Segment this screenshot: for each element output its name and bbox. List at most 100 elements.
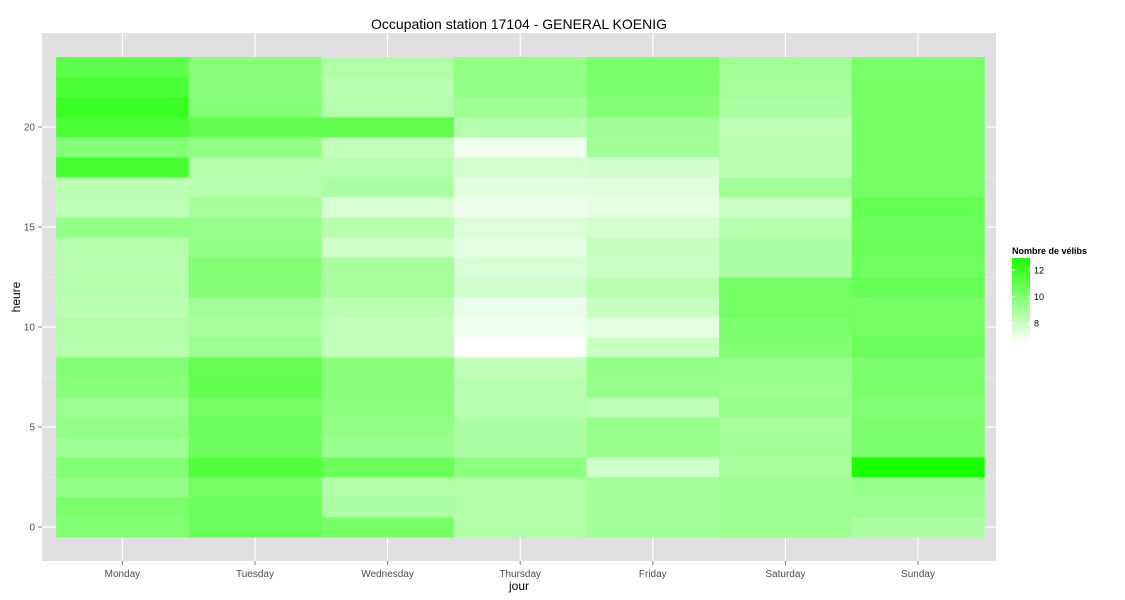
heatmap-tile-tuesday-12 (188, 277, 322, 298)
heatmap-tile-friday-21 (586, 97, 720, 118)
heatmap-tile-thursday-19 (453, 137, 587, 158)
heatmap-tile-thursday-6 (453, 397, 587, 418)
heatmap-tile-monday-7 (56, 377, 190, 398)
heatmap-tile-wednesday-4 (321, 437, 455, 458)
heatmap-tile-tuesday-17 (188, 177, 322, 198)
heatmap-tile-tuesday-10 (188, 317, 322, 338)
heatmap-tile-wednesday-21 (321, 97, 455, 118)
heatmap-tile-thursday-14 (453, 237, 587, 258)
heatmap-tile-tuesday-11 (188, 297, 322, 318)
heatmap-tile-friday-12 (586, 277, 720, 298)
heatmap-tile-tuesday-3 (188, 457, 322, 478)
heatmap-tile-saturday-18 (719, 157, 853, 178)
y-tick-label: 5 (29, 423, 35, 434)
heatmap-tile-tuesday-16 (188, 197, 322, 218)
heatmap-tile-tuesday-6 (188, 397, 322, 418)
heatmap-tile-friday-16 (586, 197, 720, 218)
heatmap-tile-friday-6 (586, 397, 720, 418)
x-tick-label: Tuesday (236, 569, 274, 580)
heatmap-tile-saturday-22 (719, 77, 853, 98)
heatmap-tile-wednesday-2 (321, 477, 455, 498)
heatmap-tile-wednesday-6 (321, 397, 455, 418)
heatmap-tile-sunday-6 (851, 397, 985, 418)
heatmap-tile-tuesday-14 (188, 237, 322, 258)
heatmap-tile-thursday-18 (453, 157, 587, 178)
x-axis-label: jour (508, 579, 529, 593)
heatmap-tile-monday-10 (56, 317, 190, 338)
heatmap-tile-sunday-1 (851, 497, 985, 518)
heatmap-tile-monday-9 (56, 337, 190, 358)
heatmap-tile-friday-7 (586, 377, 720, 398)
heatmap-tile-monday-12 (56, 277, 190, 298)
heatmap-tile-saturday-15 (719, 217, 853, 238)
heatmap-tile-thursday-22 (453, 77, 587, 98)
heatmap-tile-tuesday-0 (188, 517, 322, 538)
x-tick-label: Sunday (901, 569, 935, 580)
heatmap-tile-thursday-13 (453, 257, 587, 278)
heatmap-tile-sunday-7 (851, 377, 985, 398)
heatmap-tile-sunday-16 (851, 197, 985, 218)
legend: Nombre de vélibs 8 10 12 (1012, 246, 1087, 343)
heatmap-tile-sunday-15 (851, 217, 985, 238)
chart-title: Occupation station 17104 - GENERAL KOENI… (371, 16, 667, 32)
heatmap-tile-sunday-23 (851, 57, 985, 78)
heatmap-tile-saturday-2 (719, 477, 853, 498)
heatmap-tile-sunday-2 (851, 477, 985, 498)
heatmap-tile-tuesday-8 (188, 357, 322, 378)
heatmap-tile-monday-23 (56, 57, 190, 78)
y-tick-label: 20 (24, 123, 36, 134)
heatmap-tile-saturday-19 (719, 137, 853, 158)
heatmap-tile-tuesday-22 (188, 77, 322, 98)
heatmap-tile-saturday-11 (719, 297, 853, 318)
heatmap-tile-wednesday-14 (321, 237, 455, 258)
heatmap-tile-thursday-3 (453, 457, 587, 478)
heatmap-tile-saturday-16 (719, 197, 853, 218)
heatmap-tile-tuesday-21 (188, 97, 322, 118)
legend-colorbar (1012, 258, 1030, 343)
heatmap-tile-friday-4 (586, 437, 720, 458)
y-axis: 0 5 10 15 20 (24, 123, 42, 534)
heatmap-tile-friday-0 (586, 517, 720, 538)
heatmap-tile-wednesday-9 (321, 337, 455, 358)
heatmap-tile-friday-11 (586, 297, 720, 318)
heatmap-tile-thursday-5 (453, 417, 587, 438)
heatmap-tile-thursday-23 (453, 57, 587, 78)
heatmap-tile-saturday-0 (719, 517, 853, 538)
heatmap-tile-wednesday-20 (321, 117, 455, 138)
heatmap-tile-saturday-5 (719, 417, 853, 438)
heatmap-tile-friday-20 (586, 117, 720, 138)
heatmap-tile-wednesday-15 (321, 217, 455, 238)
heatmap-tile-friday-3 (586, 457, 720, 478)
heatmap-tile-tuesday-23 (188, 57, 322, 78)
heatmap-tile-wednesday-22 (321, 77, 455, 98)
heatmap-tile-tuesday-15 (188, 217, 322, 238)
heatmap-tile-saturday-23 (719, 57, 853, 78)
heatmap-tile-wednesday-19 (321, 137, 455, 158)
heatmap-tile-sunday-19 (851, 137, 985, 158)
heatmap-tile-tuesday-20 (188, 117, 322, 138)
heatmap-tile-sunday-17 (851, 177, 985, 198)
heatmap-tile-thursday-1 (453, 497, 587, 518)
heatmap-tile-tuesday-1 (188, 497, 322, 518)
heatmap-tile-wednesday-11 (321, 297, 455, 318)
y-axis-label: heure (9, 281, 23, 312)
legend-tick-label: 10 (1034, 292, 1044, 302)
heatmap-tile-monday-16 (56, 197, 190, 218)
heatmap-tile-friday-17 (586, 177, 720, 198)
heatmap-tile-wednesday-18 (321, 157, 455, 178)
heatmap-tile-sunday-21 (851, 97, 985, 118)
heatmap-tile-monday-6 (56, 397, 190, 418)
heatmap-tile-friday-15 (586, 217, 720, 238)
heatmap-tile-tuesday-9 (188, 337, 322, 358)
x-tick-label: Thursday (499, 569, 541, 580)
heatmap-tile-thursday-11 (453, 297, 587, 318)
heatmap-tile-tuesday-13 (188, 257, 322, 278)
heatmap-tile-thursday-4 (453, 437, 587, 458)
heatmap-tile-thursday-2 (453, 477, 587, 498)
heatmap-tile-sunday-11 (851, 297, 985, 318)
heatmap-tile-saturday-14 (719, 237, 853, 258)
heatmap-tile-thursday-21 (453, 97, 587, 118)
heatmap-tile-friday-23 (586, 57, 720, 78)
heatmap-tile-wednesday-17 (321, 177, 455, 198)
